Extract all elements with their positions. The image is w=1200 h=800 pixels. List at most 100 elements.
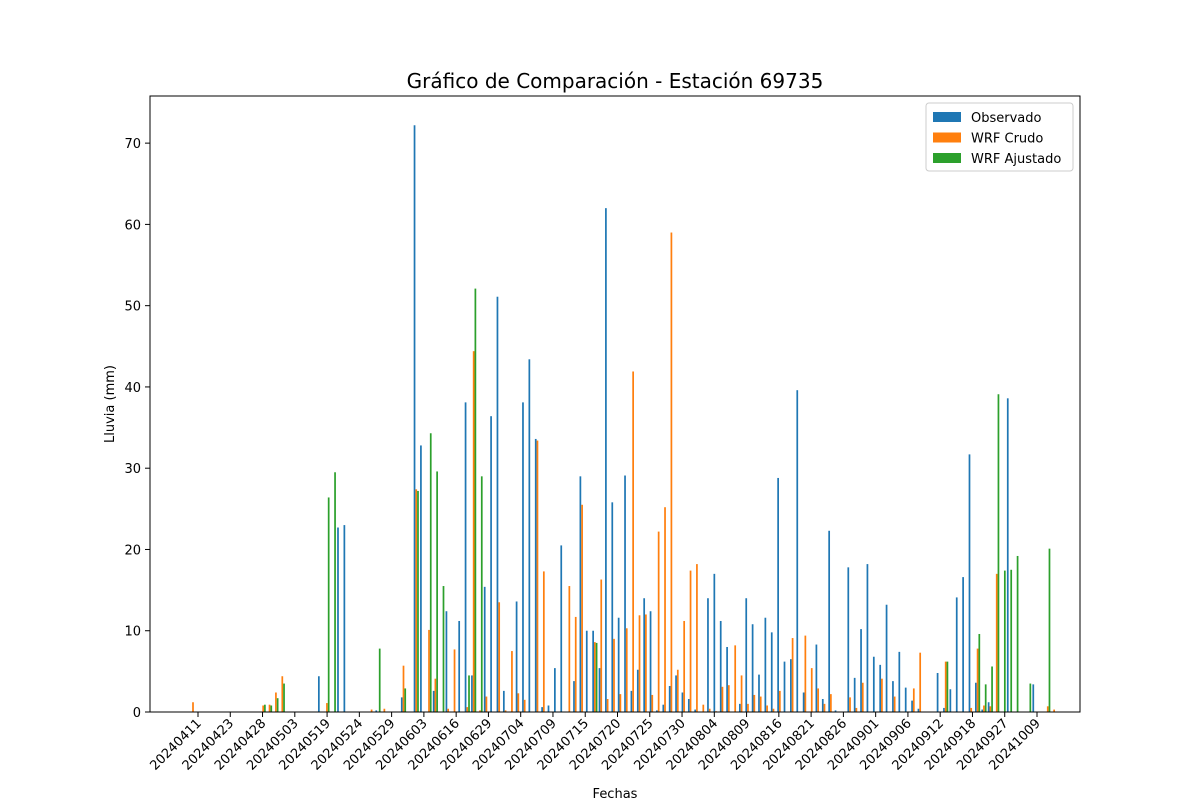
bar-wrf-crudo [262, 705, 265, 712]
bar-observado [860, 629, 862, 712]
bar-wrf-crudo [727, 685, 730, 712]
y-tick-label: 10 [124, 625, 141, 640]
bar-wrf-crudo [849, 697, 851, 712]
bar-wrf-crudo [415, 489, 418, 712]
bar-observado [917, 708, 920, 712]
bar-wrf-crudo [632, 371, 634, 712]
bar-observado [579, 476, 582, 712]
bar-wrf-ajustado [270, 705, 273, 712]
bar-wrf-crudo [504, 710, 507, 712]
bar-observado [554, 668, 556, 712]
bar-observado [471, 675, 473, 712]
bar-wrf-crudo [472, 351, 475, 712]
bar-wrf-ajustado [1048, 548, 1051, 712]
bar-observado [541, 707, 543, 712]
x-axis-label: Fechas [593, 787, 638, 800]
bar-observado [904, 687, 907, 712]
bar-observado [828, 530, 831, 712]
x-axis: 2024041120240423202404282024050320240519… [147, 712, 1044, 774]
bar-wrf-crudo [919, 652, 922, 712]
bar-observado [790, 659, 792, 712]
bar-wrf-crudo [511, 651, 513, 712]
bar-wrf-crudo [326, 703, 328, 712]
bar-wrf-crudo [683, 620, 686, 712]
bar-wrf-crudo [1053, 709, 1055, 712]
bar-observado [1032, 684, 1035, 712]
bar-wrf-ajustado [264, 704, 266, 712]
bar-observado [955, 597, 958, 712]
bar-observado [783, 661, 786, 712]
bar-observado [975, 682, 977, 712]
bar-observado [815, 644, 818, 712]
bar-observado [337, 527, 339, 712]
bar-wrf-crudo [498, 602, 501, 712]
bar-wrf-crudo [881, 678, 883, 712]
bar-wrf-crudo [861, 682, 864, 712]
bar-wrf-crudo [594, 642, 596, 712]
bar-observado [949, 689, 952, 712]
bar-observado [694, 709, 697, 712]
bar-observado [911, 700, 913, 712]
bar-wrf-ajustado [429, 433, 432, 712]
bar-observado [745, 598, 748, 712]
bar-wrf-crudo [370, 709, 373, 712]
y-tick-label: 70 [124, 137, 141, 152]
bar-wrf-crudo [689, 570, 692, 712]
bar-observado [662, 704, 665, 712]
bar-wrf-crudo [664, 507, 666, 712]
bar-wrf-ajustado [1029, 683, 1032, 712]
bar-observado [668, 685, 671, 712]
bar-wrf-crudo [747, 703, 749, 712]
y-axis: 0 10 20 30 40 50 60 70 [124, 137, 150, 721]
bar-observado [758, 674, 760, 712]
bar-observado [605, 208, 607, 712]
bar-observado [585, 630, 588, 712]
bar-observado [656, 710, 658, 712]
bar-observado [636, 669, 639, 712]
bar-observado [898, 651, 901, 712]
bar-observado [617, 617, 620, 712]
bar-observado [847, 567, 850, 712]
bar-observado [483, 586, 486, 712]
bar-observado [445, 611, 448, 712]
bar-wrf-ajustado [1010, 569, 1013, 712]
bar-wrf-crudo [428, 629, 430, 712]
bar-wrf-crudo [542, 571, 545, 712]
bar-observado [464, 402, 467, 712]
bar-wrf-crudo [740, 675, 743, 712]
legend-swatch [933, 132, 961, 143]
bar-observado [573, 681, 575, 712]
bar-observado [719, 620, 722, 712]
bar-observado [764, 617, 767, 712]
bar-wrf-crudo [402, 665, 405, 712]
bar-observado [528, 359, 531, 712]
bar-wrf-ajustado [404, 688, 407, 712]
bar-observado [770, 632, 773, 712]
bar-wrf-crudo [708, 708, 711, 712]
bar-observado [643, 598, 646, 712]
legend: Observado WRF Crudo WRF Ajustado [925, 102, 1074, 172]
bar-wrf-crudo [523, 699, 526, 712]
bar-observado [534, 438, 537, 712]
bar-observado [834, 710, 837, 712]
bar-wrf-crudo [281, 676, 284, 712]
bar-wrf-crudo [983, 705, 985, 712]
bar-wrf-crudo [791, 638, 794, 712]
bar-observado [400, 697, 403, 712]
bar-observado [981, 709, 984, 712]
bar-wrf-crudo [804, 635, 807, 712]
bar-wrf-crudo [766, 705, 768, 712]
bar-wrf-crudo [268, 704, 271, 712]
bar-observado [675, 675, 677, 712]
y-tick-label: 30 [124, 462, 141, 477]
bar-wrf-crudo [810, 668, 813, 712]
bar-observado [687, 698, 690, 712]
bar-wrf-crudo [944, 661, 947, 712]
bar-wrf-crudo [574, 616, 577, 712]
bar-wrf-crudo [759, 696, 762, 712]
legend-box [925, 102, 1074, 172]
bar-wrf-ajustado [997, 394, 1000, 712]
bar-wrf-crudo [970, 707, 973, 712]
bar-observado [866, 564, 869, 712]
bar-wrf-crudo [989, 706, 992, 712]
